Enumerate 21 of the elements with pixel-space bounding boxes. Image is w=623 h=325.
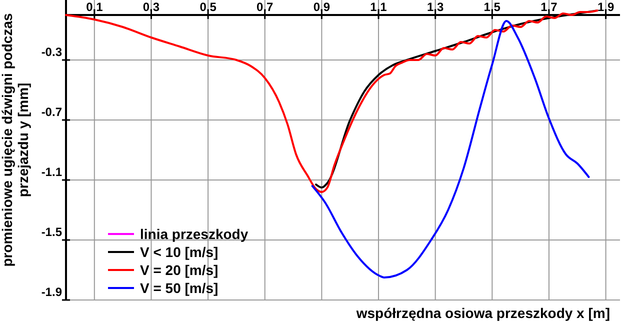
y-tick-label: -1.9 — [41, 285, 62, 299]
x-tick-label: 0.5 — [200, 0, 217, 14]
legend-label: V < 10 [m/s] — [140, 244, 218, 260]
x-tick-label: 1.9 — [597, 0, 614, 14]
y-axis-title: promieniowe ugięcie dźwigni podczas przejazdu y [mm] — [0, 12, 31, 267]
x-tick-label: 0.9 — [313, 0, 330, 14]
legend-label: linia przeszkody — [140, 226, 248, 242]
y-tick-label: -1.5 — [41, 225, 62, 239]
x-tick-label: 0.1 — [86, 0, 104, 14]
y-tick-label: -0.7 — [41, 105, 62, 119]
legend-label: V = 50 [m/s] — [140, 280, 218, 296]
x-tick-label: 1.7 — [540, 0, 558, 14]
x-tick-label: 0.3 — [142, 0, 160, 14]
x-tick-label: 1.5 — [484, 0, 501, 14]
x-tick-label: 1.1 — [370, 0, 388, 14]
x-axis-title: współrzędna osiowa przeszkody x [m] — [355, 305, 610, 321]
x-tick-label: 1.3 — [426, 0, 444, 14]
x-tick-label: 0.7 — [256, 0, 274, 14]
y-tick-label: -0.3 — [41, 45, 62, 59]
y-tick-label: -1.1 — [41, 165, 62, 179]
legend-label: V = 20 [m/s] — [140, 262, 218, 278]
